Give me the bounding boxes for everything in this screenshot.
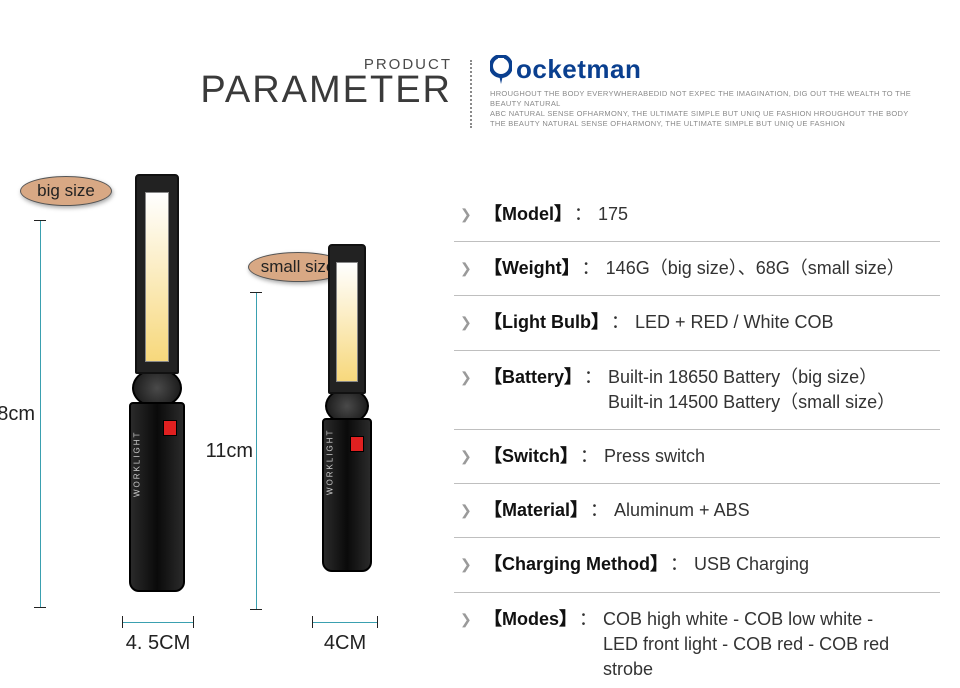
spec-row-material: ❯ 【Material】 ： Aluminum + ABS [454, 496, 940, 525]
dimension-small-width: 4CM [312, 622, 378, 623]
brand: ocketman [490, 54, 922, 85]
product-small-head [328, 244, 366, 394]
spec-value: 175 [598, 202, 628, 227]
dim-value: 14.8cm [0, 403, 35, 426]
spec-label: 【Light Bulb】 [484, 310, 609, 335]
spec-colon: ： [580, 256, 606, 281]
product-label-text: WORKLIGHT [133, 431, 142, 497]
brand-tagline-line: ABC NATURAL SENSE OFHARMONY, THE ULTIMAT… [490, 109, 922, 119]
spec-value-line: Built-in 14500 Battery（small size） [608, 390, 895, 415]
product-label-text: WORKLIGHT [326, 429, 335, 495]
spec-separator [454, 537, 940, 538]
dim-line [256, 292, 257, 610]
spec-list: ❯ 【Model】 ： 175 ❯ 【Weight】 ： 146G（big si… [454, 200, 940, 684]
spec-colon: ： [578, 444, 604, 469]
brand-name: ocketman [516, 54, 641, 85]
spec-value: Press switch [604, 444, 705, 469]
spec-row-switch: ❯ 【Switch】 ： Press switch [454, 442, 940, 471]
product-small: WORKLIGHT [308, 244, 386, 572]
dim-value: 4CM [312, 632, 378, 655]
bullet-icon: ❯ [460, 610, 474, 683]
spec-colon: ： [588, 498, 614, 523]
bullet-icon: ❯ [460, 447, 474, 469]
spec-label: 【Battery】 [484, 365, 582, 415]
power-button-icon [163, 420, 177, 436]
bullet-icon: ❯ [460, 555, 474, 577]
spec-label: 【Switch】 [484, 444, 578, 469]
spec-label: 【Model】 [484, 202, 572, 227]
brand-tagline: HROUGHOUT THE BODY EVERYWHERABEDID NOT E… [490, 89, 922, 130]
spec-row-battery: ❯ 【Battery】 ： Built-in 18650 Battery（big… [454, 363, 940, 417]
spec-label: 【Modes】 [484, 607, 577, 683]
header-left: PRODUCT PARAMETER [0, 56, 470, 112]
dim-line [40, 220, 41, 608]
spec-separator [454, 429, 940, 430]
spec-row-charging: ❯ 【Charging Method】 ： USB Charging [454, 550, 940, 579]
dimension-small-height: 11cm [256, 292, 257, 610]
spec-row-modes: ❯ 【Modes】 ： COB high white - COB low whi… [454, 605, 940, 685]
dim-value: 11cm [198, 440, 253, 463]
power-button-icon [350, 436, 364, 452]
dimension-big-width: 4. 5CM [122, 622, 194, 623]
spec-separator [454, 295, 940, 296]
dim-line [122, 622, 194, 623]
spec-separator [454, 350, 940, 351]
product-big-handle: WORKLIGHT [129, 402, 185, 592]
spec-separator [454, 592, 940, 593]
spec-colon: ： [577, 607, 603, 683]
product-big-head [135, 174, 179, 374]
spec-value: 146G（big size）、68G（small size） [606, 256, 905, 281]
spec-value: Built-in 18650 Battery（big size） Built-i… [608, 365, 895, 415]
spec-row-weight: ❯ 【Weight】 ： 146G（big size）、68G（small si… [454, 254, 940, 283]
bullet-icon: ❯ [460, 368, 474, 415]
spec-value: Aluminum + ABS [614, 498, 750, 523]
bullet-icon: ❯ [460, 259, 474, 281]
spec-label: 【Charging Method】 [484, 552, 668, 577]
product-big: WORKLIGHT [118, 174, 196, 592]
bullet-icon: ❯ [460, 313, 474, 335]
header: PRODUCT PARAMETER ocketman HROUGHOUT THE… [0, 56, 960, 130]
dim-line [312, 622, 378, 623]
header-title: PARAMETER [0, 69, 452, 112]
header-right: ocketman HROUGHOUT THE BODY EVERYWHERABE… [472, 56, 922, 130]
spec-value: LED + RED / White COB [635, 310, 834, 335]
spec-label: 【Material】 [484, 498, 588, 523]
spec-separator [454, 483, 940, 484]
badge-big-size: big size [20, 176, 112, 206]
spec-row-model: ❯ 【Model】 ： 175 [454, 200, 940, 229]
spec-colon: ： [609, 310, 635, 335]
spec-row-lightbulb: ❯ 【Light Bulb】 ： LED + RED / White COB [454, 308, 940, 337]
spec-value: USB Charging [694, 552, 809, 577]
bullet-icon: ❯ [460, 501, 474, 523]
brand-logo-icon [490, 55, 512, 85]
spec-value: COB high white - COB low white - LED fro… [603, 607, 903, 683]
spec-colon: ： [582, 365, 608, 415]
dimension-big-height: 14.8cm [40, 220, 41, 608]
spec-colon: ： [572, 202, 598, 227]
spec-label: 【Weight】 [484, 256, 580, 281]
bullet-icon: ❯ [460, 205, 474, 227]
brand-tagline-line: HROUGHOUT THE BODY EVERYWHERABEDID NOT E… [490, 89, 922, 109]
product-diagram: big size small size WORKLIGHT WORKLIGHT … [18, 160, 448, 680]
cob-panel [145, 192, 169, 362]
cob-panel [336, 262, 358, 382]
spec-separator [454, 241, 940, 242]
spec-value-line: Built-in 18650 Battery（big size） [608, 365, 895, 390]
product-small-handle: WORKLIGHT [322, 418, 372, 572]
brand-tagline-line: THE BEAUTY NATURAL SENSE OFHARMONY, THE … [490, 119, 922, 129]
spec-colon: ： [668, 552, 694, 577]
dim-value: 4. 5CM [122, 632, 194, 655]
